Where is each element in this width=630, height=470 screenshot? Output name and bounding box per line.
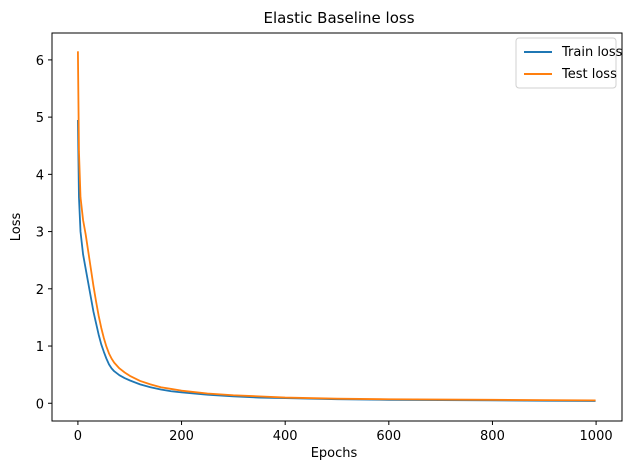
y-tick-label: 1	[36, 340, 44, 355]
x-tick-label: 200	[169, 429, 194, 444]
y-axis-label: Loss	[9, 213, 24, 242]
plot-frame	[51, 32, 623, 422]
legend-box	[515, 37, 617, 89]
x-tick-label: 600	[376, 429, 401, 444]
legend-label-test: Test loss	[561, 67, 617, 82]
x-tick-label: 400	[273, 429, 298, 444]
y-tick-label: 2	[36, 283, 44, 298]
legend-label-train: Train loss	[561, 45, 623, 60]
y-tick-label: 5	[36, 111, 44, 126]
x-tick-label: 0	[74, 429, 82, 444]
y-tick-label: 6	[36, 54, 44, 69]
y-axis-ticks: 0 1 2 3 4 5 6	[36, 54, 52, 412]
series-lines	[77, 51, 596, 402]
chart-title: Elastic Baseline loss	[263, 9, 414, 27]
x-tick-label: 1000	[580, 429, 613, 444]
x-axis-label: Epochs	[311, 446, 358, 461]
y-tick-label: 4	[36, 168, 44, 183]
legend: Train loss Test loss	[515, 37, 623, 89]
x-axis-ticks: 0 200 400 600 800 1000	[74, 421, 613, 444]
y-tick-label: 0	[36, 397, 44, 412]
x-tick-label: 800	[480, 429, 505, 444]
y-tick-label: 3	[36, 226, 44, 241]
plot-area	[51, 32, 623, 422]
series-line-test	[77, 51, 596, 402]
series-line-train	[77, 119, 596, 402]
